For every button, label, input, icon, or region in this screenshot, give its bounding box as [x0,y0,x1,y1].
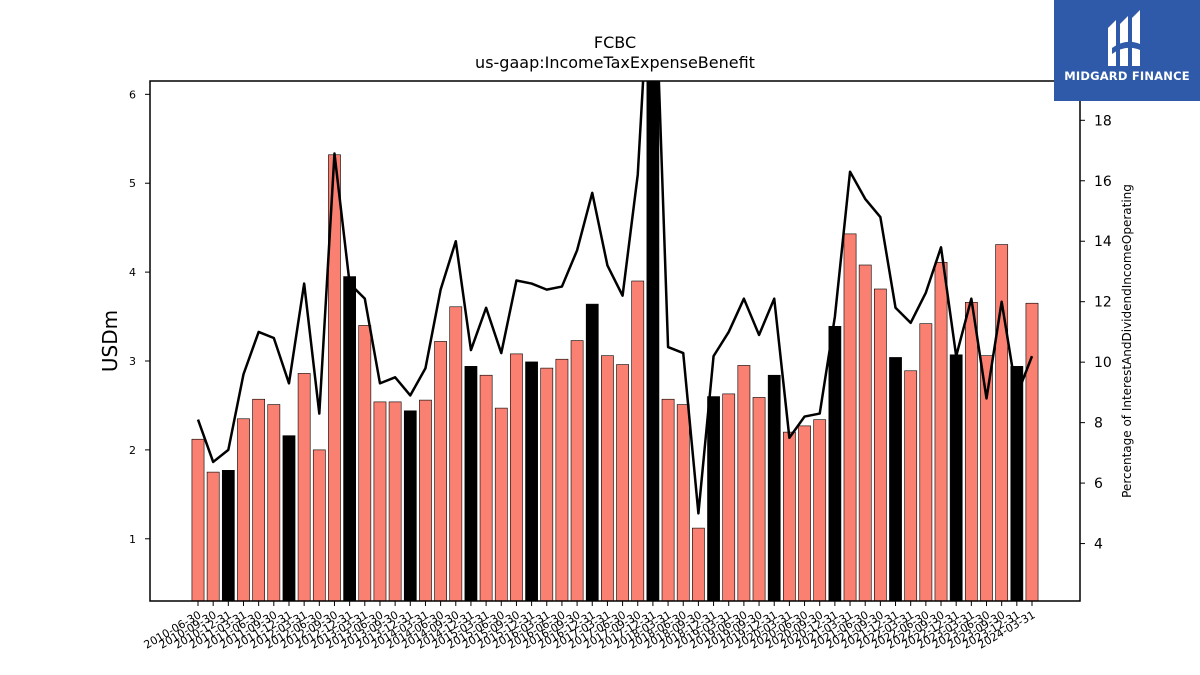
bar-2018-12-31 [707,396,720,602]
bar-2017-12-31 [646,80,660,602]
bar-2013-03-31 [358,325,372,602]
y2-tick-label: 8 [1094,416,1103,432]
bar-2010-09-30 [206,471,220,602]
bar-2011-03-31 [237,418,250,602]
y2-tick-label: 12 [1094,295,1112,311]
bar-2016-09-30 [570,340,584,602]
bar-2013-12-31 [403,410,417,602]
y-tick-label: 4 [129,266,136,279]
y-axis-right: 4 6 8 10 12 14 16 18 [1080,113,1112,553]
bar-2018-03-31 [661,398,675,602]
bar-2016-06-30 [555,358,569,602]
bar-2017-06-30 [616,364,629,602]
bar-2015-12-31 [525,361,538,602]
bar-2012-06-30 [312,449,326,602]
bar-2021-09-30 [873,288,887,602]
logo-text: MIDGARD FINANCE [1064,69,1190,83]
bar-2015-06-30 [494,407,508,602]
bar-2021-06-30 [858,264,872,602]
y-tick-label: 6 [129,88,136,101]
y2-tick-label: 4 [1094,537,1103,553]
bar-2014-12-31 [464,366,478,602]
bar-2019-12-31 [767,374,781,602]
y-axis-label: USDm [98,310,122,372]
percentage-line [196,81,1034,515]
bar-2012-12-31 [343,276,357,602]
bar-2014-06-30 [434,341,447,602]
bar-2018-09-30 [692,527,705,602]
logo-mark-icon [1108,10,1140,66]
bar-2013-09-30 [388,401,402,602]
bar-2022-03-31 [904,370,918,602]
bar-2011-12-31 [282,435,296,602]
bar-2019-09-30 [752,397,766,602]
y2-axis-label: Percentage of InterestAndDividendIncomeO… [1120,184,1134,498]
bar-2021-03-31 [843,233,857,602]
plot-frame [149,80,1081,602]
y2-tick-label: 6 [1094,476,1103,492]
bar-2016-03-31 [540,367,554,602]
y2-tick-label: 18 [1094,113,1112,129]
y-tick-label: 5 [129,177,136,190]
chart-subtitle: us-gaap:IncomeTaxExpenseBenefit [475,53,755,72]
bar-2011-06-30 [252,398,266,602]
bar-2016-12-31 [585,303,599,602]
bar-series [191,80,1039,602]
bar-2010-06-30 [191,438,205,602]
bar-2014-03-31 [419,399,432,602]
bar-2019-06-30 [737,365,751,602]
bar-2023-09-30 [995,244,1009,602]
percentage-line-series [196,81,1034,515]
bar-2014-09-30 [449,306,463,602]
bar-2015-09-30 [510,353,523,602]
y2-tick-label: 10 [1094,355,1112,371]
y-tick-label: 3 [129,355,136,368]
bar-2017-03-31 [601,355,614,602]
bar-2012-03-31 [297,373,311,602]
chart-title: FCBC [594,33,636,52]
bar-2011-09-30 [267,404,281,602]
bar-2015-03-31 [479,374,493,602]
x-axis: 2010-06-302010-09-302010-12-312011-03-31… [142,601,1038,652]
bar-2018-06-30 [676,404,690,602]
y-tick-label: 1 [129,533,136,546]
bar-2010-12-31 [221,470,235,602]
bar-2022-12-31 [949,354,963,602]
bar-2020-12-31 [828,326,842,602]
bar-2022-09-30 [934,262,948,602]
bar-2019-03-31 [722,393,736,602]
bar-2022-06-30 [919,323,933,602]
bar-2020-03-31 [783,431,796,602]
bar-2021-12-31 [889,357,902,602]
bar-2013-06-30 [373,401,387,602]
y2-tick-label: 16 [1094,174,1112,190]
y2-tick-label: 14 [1094,234,1112,250]
midgard-finance-logo: MIDGARD FINANCE [1054,0,1200,101]
bar-2020-09-30 [813,419,827,602]
bar-2023-03-31 [964,302,978,602]
y-tick-label: 2 [129,444,136,457]
bar-2024-03-31 [1025,302,1039,602]
bar-2020-06-30 [798,425,811,602]
bar-2023-12-31 [1010,366,1024,602]
bar-2017-09-30 [631,280,645,602]
y-axis-left: 1 2 3 4 5 6 [129,88,150,546]
